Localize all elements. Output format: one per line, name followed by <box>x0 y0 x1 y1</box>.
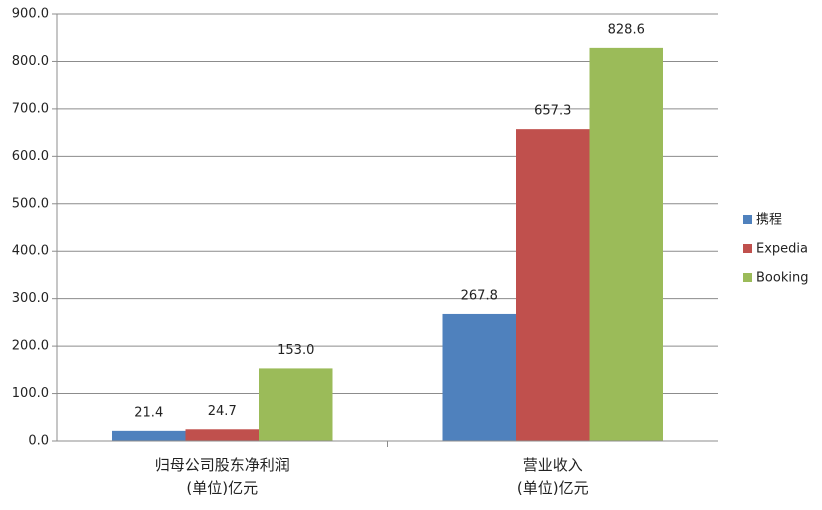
y-tick-label: 300.0 <box>12 291 49 306</box>
y-tick-label: 900.0 <box>12 7 49 22</box>
y-tick-label: 400.0 <box>12 244 49 259</box>
value-label: 828.6 <box>608 22 645 37</box>
x-tick-label-line: 归母公司股东净利润 <box>155 456 290 474</box>
bar <box>442 313 516 441</box>
y-tick-label: 700.0 <box>12 101 49 116</box>
x-tick-label-line: (单位)亿元 <box>517 479 589 497</box>
value-label: 24.7 <box>208 404 237 419</box>
value-label: 21.4 <box>134 405 163 420</box>
bar <box>259 368 333 441</box>
bar <box>516 129 590 442</box>
legend-label: 携程 <box>756 212 782 228</box>
y-tick-label: 100.0 <box>12 386 49 401</box>
value-label: 267.8 <box>461 288 498 303</box>
value-label: 153.0 <box>277 343 314 358</box>
x-tick-label: 营业收入 (单位)亿元 <box>517 456 589 497</box>
x-tick-label-line: 营业收入 <box>523 456 583 474</box>
legend-label: Booking <box>756 271 808 286</box>
legend-label: Expedia <box>756 242 808 257</box>
y-tick-label: 800.0 <box>12 54 49 69</box>
bar <box>185 429 259 441</box>
legend-swatch <box>743 273 752 282</box>
bar <box>589 47 663 441</box>
x-tick-label-line: (单位)亿元 <box>186 479 258 497</box>
y-tick-label: 0.0 <box>28 434 49 449</box>
y-tick-label: 600.0 <box>12 149 49 164</box>
value-label: 657.3 <box>534 104 571 119</box>
legend-swatch <box>743 215 752 224</box>
bar <box>112 430 186 441</box>
y-tick-label: 500.0 <box>12 196 49 211</box>
y-tick-label: 200.0 <box>12 339 49 354</box>
x-tick-label: 归母公司股东净利润 (单位)亿元 <box>155 456 290 497</box>
legend-swatch <box>743 244 752 253</box>
